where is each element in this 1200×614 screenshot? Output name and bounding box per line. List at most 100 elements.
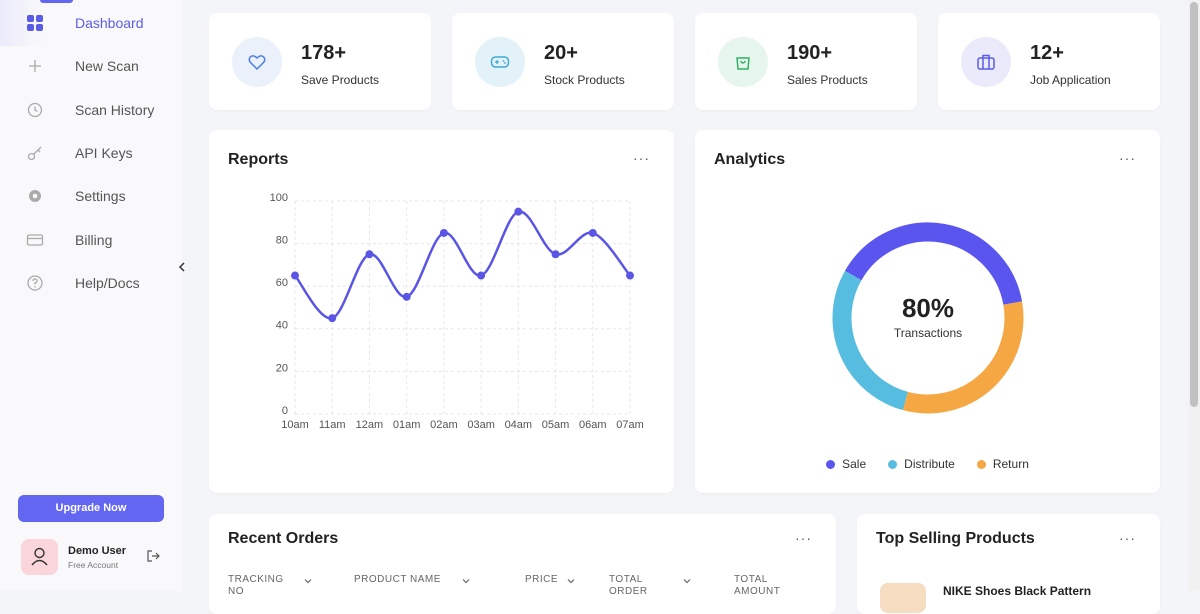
point [551, 250, 560, 259]
legend-swatch [888, 459, 898, 469]
nav-item[interactable]: API Keys [0, 133, 182, 173]
donut-chart: 80% Transactions [832, 222, 1024, 414]
column-label: TRACKING NO [228, 574, 284, 597]
column-label: PRODUCT NAME [354, 574, 441, 585]
x-tick-label: 02am [430, 419, 458, 431]
column-label: TOTAL AMOUNT [734, 574, 781, 597]
x-tick-label: 12am [356, 419, 384, 431]
avatar [21, 539, 58, 575]
stat-label: Job Application [1030, 73, 1111, 87]
donut-segment [902, 301, 1024, 414]
nav-item[interactable]: Scan History [0, 90, 182, 130]
stat-value: 190+ [787, 42, 833, 64]
nav-item[interactable]: New Scan [0, 46, 182, 86]
nav-label: Billing [75, 231, 113, 248]
center-label: Transactions [894, 326, 962, 340]
stat-card: 12+ Job Application [938, 13, 1160, 110]
nav-label: Scan History [75, 101, 155, 118]
stat-value: 12+ [1030, 42, 1064, 64]
menu-dots[interactable]: ··· [1119, 530, 1136, 546]
point [328, 314, 337, 323]
x-tick-label: 07am [616, 419, 644, 431]
legend-label: Sale [842, 457, 867, 471]
y-tick-label: 20 [276, 362, 288, 374]
stat-value: 178+ [301, 42, 347, 64]
point [588, 228, 597, 237]
nav-icon [27, 102, 43, 117]
scrollbar-thumb[interactable] [1190, 2, 1198, 407]
menu-dots[interactable]: ··· [795, 530, 812, 546]
nav-item[interactable]: Dashboard [0, 3, 182, 43]
card-title: Reports [228, 151, 289, 168]
card-title: Recent Orders [228, 530, 339, 547]
legend-swatch [976, 459, 986, 469]
stat-card: 20+ Stock Products [452, 13, 674, 110]
icon [977, 54, 995, 70]
x-tick-label: 10am [281, 419, 309, 431]
column-label: PRICE [525, 574, 559, 585]
stat-icon [718, 37, 768, 87]
stat-icon [232, 37, 282, 87]
product-name: NIKE Shoes Black Pattern [943, 584, 1092, 598]
donut-segment [844, 222, 1023, 305]
y-tick-label: 80 [276, 235, 288, 247]
badge [40, 0, 73, 3]
stat-card: 178+ Save Products [209, 13, 431, 110]
nav-label: Settings [75, 188, 126, 205]
x-tick-label: 05am [542, 419, 570, 431]
upgrade-button[interactable]: Upgrade Now [18, 495, 164, 522]
collapse-icon[interactable] [176, 261, 188, 273]
icon [490, 56, 510, 68]
legend-swatch [826, 459, 836, 469]
nav-item[interactable]: Settings [0, 176, 182, 216]
nav-label: New Scan [75, 58, 139, 75]
y-tick-label: 0 [282, 405, 288, 417]
legend-label: Distribute [904, 457, 955, 471]
scrollbar-track [1188, 0, 1200, 591]
y-tick-label: 60 [276, 277, 288, 289]
x-tick-label: 11am [319, 419, 346, 431]
menu-dots[interactable]: ··· [633, 150, 650, 166]
nav-item[interactable]: Help/Docs [0, 263, 182, 303]
reports-card: Reports ··· 0 20 40 60 80 100 10am 11am 12am 01am… [209, 130, 674, 493]
user-name: Demo User [68, 545, 127, 557]
orders-card: Recent Orders ··· TRACKING NO PRODUCT NAM… [209, 514, 836, 614]
nav-label: API Keys [75, 144, 133, 161]
nav-label: Help/Docs [75, 274, 140, 291]
donut-segment [832, 270, 909, 411]
legend-item: Sale [826, 457, 866, 471]
line [294, 210, 631, 320]
x-tick-label: 06am [579, 419, 607, 431]
line-chart: 0 20 40 60 80 100 10am 11am 12am 01am 02am 03am 04am… [270, 192, 644, 431]
nav-item[interactable]: Billing [0, 220, 182, 260]
y-tick-label: 40 [276, 320, 288, 332]
menu-dots[interactable]: ··· [1119, 150, 1136, 166]
card-title: Top Selling Products [876, 530, 1035, 547]
stat-label: Save Products [301, 73, 380, 87]
point [402, 292, 411, 301]
legend-item: Return [976, 457, 1029, 471]
point [514, 207, 523, 216]
user-plan: Free Account [68, 560, 119, 570]
nav-icon [27, 275, 43, 291]
logout-icon[interactable] [146, 549, 160, 563]
product-image [880, 583, 926, 613]
icon [736, 57, 750, 70]
legend-label: Return [992, 457, 1029, 471]
legend-item: Distribute [888, 457, 955, 471]
legend: Sale Distribute Return [695, 457, 1160, 471]
icon [248, 55, 266, 71]
column-label: TOTAL ORDER [609, 574, 648, 597]
column-header: TOTAL AMOUNT [734, 574, 794, 598]
point [365, 250, 374, 259]
x-tick-label: 03am [467, 419, 495, 431]
nav-label: Dashboard [75, 15, 144, 31]
column-header: TOTAL ORDER [609, 574, 691, 598]
card-title: Analytics [714, 151, 786, 168]
column-header: PRODUCT NAME [354, 574, 470, 586]
nav-icon [27, 15, 43, 31]
stat-icon [475, 37, 525, 87]
x-tick-label: 01am [393, 419, 421, 431]
nav-icon [29, 60, 41, 73]
